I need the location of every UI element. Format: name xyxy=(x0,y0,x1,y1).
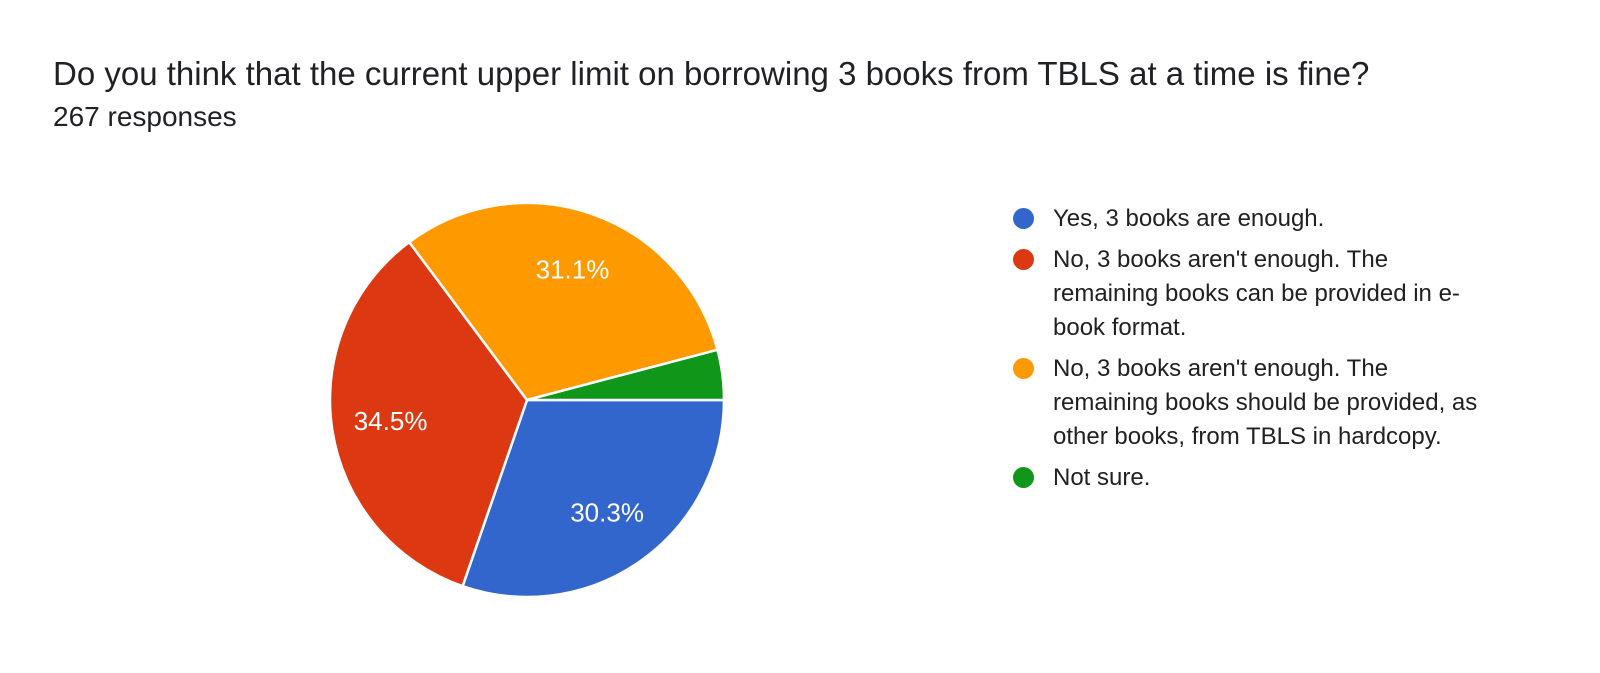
legend-color-dot xyxy=(1013,208,1034,229)
legend-color-dot xyxy=(1013,358,1034,379)
question-title: Do you think that the current upper limi… xyxy=(53,55,1370,92)
legend-item-label: No, 3 books aren't enough. The remaining… xyxy=(1053,246,1460,341)
response-count: 267 responses xyxy=(53,101,237,132)
pie-chart: 30.3% 34.5% 31.1% xyxy=(328,201,726,599)
legend-item-4: Not sure. xyxy=(1013,461,1489,495)
legend-color-dot xyxy=(1013,249,1034,270)
pie-slice-percent-1: 30.3% xyxy=(570,497,644,527)
legend-color-dot xyxy=(1013,467,1034,488)
legend-item-label: Yes, 3 books are enough. xyxy=(1053,205,1325,232)
pie-slice-3[interactable] xyxy=(407,201,719,402)
pie-slice-percent-3: 31.1% xyxy=(536,255,610,285)
pie-slice-percent-2: 34.5% xyxy=(354,406,428,436)
legend-item-3: No, 3 books aren't enough. The remaining… xyxy=(1013,352,1489,454)
pie-slice-2[interactable] xyxy=(328,240,529,588)
pie-slice-4[interactable] xyxy=(525,348,726,402)
chart-legend: Yes, 3 books are enough. No, 3 books aren… xyxy=(1013,202,1489,502)
legend-item-label: No, 3 books aren't enough. The remaining… xyxy=(1053,355,1478,450)
legend-item-1: Yes, 3 books are enough. xyxy=(1013,202,1489,236)
legend-item-2: No, 3 books aren't enough. The remaining… xyxy=(1013,243,1489,345)
pie-slice-1[interactable] xyxy=(461,398,726,599)
legend-item-label: Not sure. xyxy=(1053,464,1151,491)
